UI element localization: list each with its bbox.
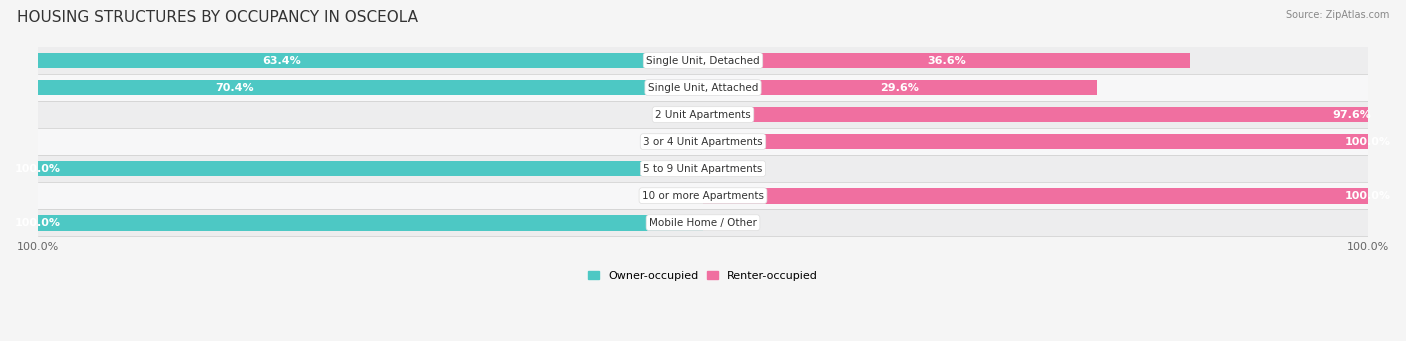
- Bar: [38, 47, 1368, 74]
- Bar: [38, 128, 1368, 155]
- Text: Source: ZipAtlas.com: Source: ZipAtlas.com: [1285, 10, 1389, 20]
- Bar: [38, 209, 1368, 236]
- Text: 97.6%: 97.6%: [1333, 109, 1371, 120]
- Text: 100.0%: 100.0%: [15, 218, 60, 228]
- Text: 36.6%: 36.6%: [927, 56, 966, 65]
- Text: 0.0%: 0.0%: [655, 191, 683, 201]
- Text: 0.0%: 0.0%: [723, 164, 751, 174]
- Text: Single Unit, Attached: Single Unit, Attached: [648, 83, 758, 92]
- Text: Single Unit, Detached: Single Unit, Detached: [647, 56, 759, 65]
- Text: Mobile Home / Other: Mobile Home / Other: [650, 218, 756, 228]
- Text: 2 Unit Apartments: 2 Unit Apartments: [655, 109, 751, 120]
- Bar: [669, 107, 703, 122]
- Bar: [38, 101, 1368, 128]
- Text: 2.5%: 2.5%: [671, 109, 702, 120]
- Bar: [38, 155, 1368, 182]
- Text: 70.4%: 70.4%: [215, 83, 254, 92]
- Bar: [38, 74, 1368, 101]
- Text: 100.0%: 100.0%: [1346, 191, 1391, 201]
- Text: 100.0%: 100.0%: [1346, 137, 1391, 147]
- Text: 0.0%: 0.0%: [723, 218, 751, 228]
- Bar: [0, 53, 703, 69]
- Bar: [0, 161, 703, 177]
- Text: 10 or more Apartments: 10 or more Apartments: [643, 191, 763, 201]
- Bar: [703, 188, 1406, 204]
- Text: 100.0%: 100.0%: [15, 164, 60, 174]
- Text: 0.0%: 0.0%: [655, 137, 683, 147]
- Legend: Owner-occupied, Renter-occupied: Owner-occupied, Renter-occupied: [583, 267, 823, 286]
- Text: HOUSING STRUCTURES BY OCCUPANCY IN OSCEOLA: HOUSING STRUCTURES BY OCCUPANCY IN OSCEO…: [17, 10, 418, 25]
- Text: 5 to 9 Unit Apartments: 5 to 9 Unit Apartments: [644, 164, 762, 174]
- Text: 3 or 4 Unit Apartments: 3 or 4 Unit Apartments: [643, 137, 763, 147]
- Bar: [0, 215, 703, 231]
- Bar: [703, 134, 1406, 149]
- Bar: [703, 53, 1189, 69]
- Bar: [703, 80, 1097, 95]
- Text: 63.4%: 63.4%: [262, 56, 301, 65]
- Bar: [38, 182, 1368, 209]
- Bar: [0, 80, 703, 95]
- Bar: [703, 107, 1406, 122]
- Text: 29.6%: 29.6%: [880, 83, 920, 92]
